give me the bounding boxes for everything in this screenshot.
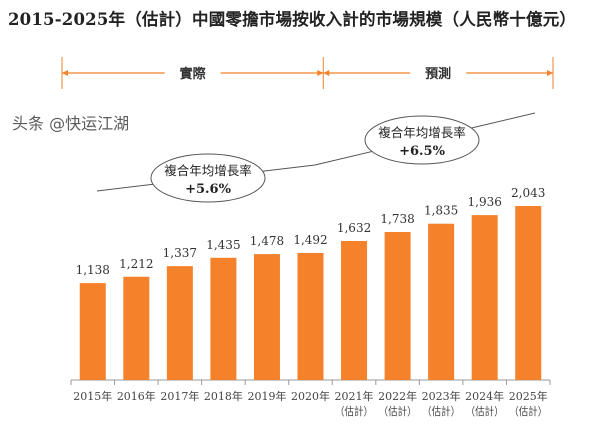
cagr-bubble: [150, 153, 266, 203]
period-label: 預測: [425, 66, 451, 82]
data-label: 1,435: [206, 238, 240, 252]
arrowhead-icon: [547, 70, 553, 76]
watermark: 头条 @快运江湖: [12, 114, 130, 133]
tick-label: （估計）: [379, 404, 417, 418]
tick-label: （估計）: [335, 404, 373, 418]
tick-label: （估計）: [422, 404, 460, 418]
bar: [384, 231, 411, 380]
arrowhead-icon: [317, 70, 324, 76]
tick-label: （估計）: [466, 404, 504, 418]
tick-label: 2025年: [509, 389, 548, 403]
arrowhead-icon: [323, 70, 330, 76]
bar: [471, 215, 498, 380]
bar: [253, 254, 280, 380]
data-label: 1,478: [250, 234, 284, 248]
cagr-label: 複合年均增長率: [378, 125, 466, 140]
bar: [166, 266, 193, 380]
tick-label: 2019年: [247, 389, 286, 403]
tick-label: 2023年: [422, 389, 461, 403]
data-label: 1,835: [424, 204, 458, 218]
tick-label: 2022年: [378, 389, 417, 403]
data-label: 1,212: [119, 257, 153, 271]
period-label: 實際: [180, 66, 207, 82]
data-label: 1,936: [468, 195, 502, 209]
cagr-value: +5.6%: [185, 182, 232, 197]
bar: [428, 223, 455, 380]
data-label: 1,738: [380, 212, 414, 226]
cagr-value: +6.5%: [399, 144, 446, 159]
tick-label: 2021年: [335, 389, 374, 403]
bar: [123, 276, 150, 380]
bar: [341, 241, 368, 380]
data-label: 1,632: [337, 221, 371, 235]
tick-label: 2020年: [291, 389, 330, 403]
chart-title: 2015-2025年（估計）中國零擔市場按收入計的市場規模（人民幣十億元）: [8, 10, 577, 29]
data-label: 1,138: [76, 263, 110, 277]
tick-label: 2015年: [73, 389, 112, 403]
tick-label: （估計）: [509, 404, 547, 418]
bar: [79, 283, 106, 380]
arrowhead-icon: [62, 70, 68, 76]
bar: [515, 206, 542, 380]
bar: [297, 252, 324, 380]
cagr-label: 複合年均增長率: [164, 163, 252, 178]
cagr-bubble: [364, 115, 480, 165]
bar: [210, 257, 237, 380]
tick-label: 2018年: [204, 389, 243, 403]
data-label: 1,337: [163, 246, 197, 260]
tick-label: 2016年: [117, 389, 156, 403]
data-label: 2,043: [511, 186, 545, 200]
tick-label: 2017年: [160, 389, 199, 403]
tick-label: 2024年: [465, 389, 504, 403]
data-label: 1,492: [293, 233, 327, 247]
